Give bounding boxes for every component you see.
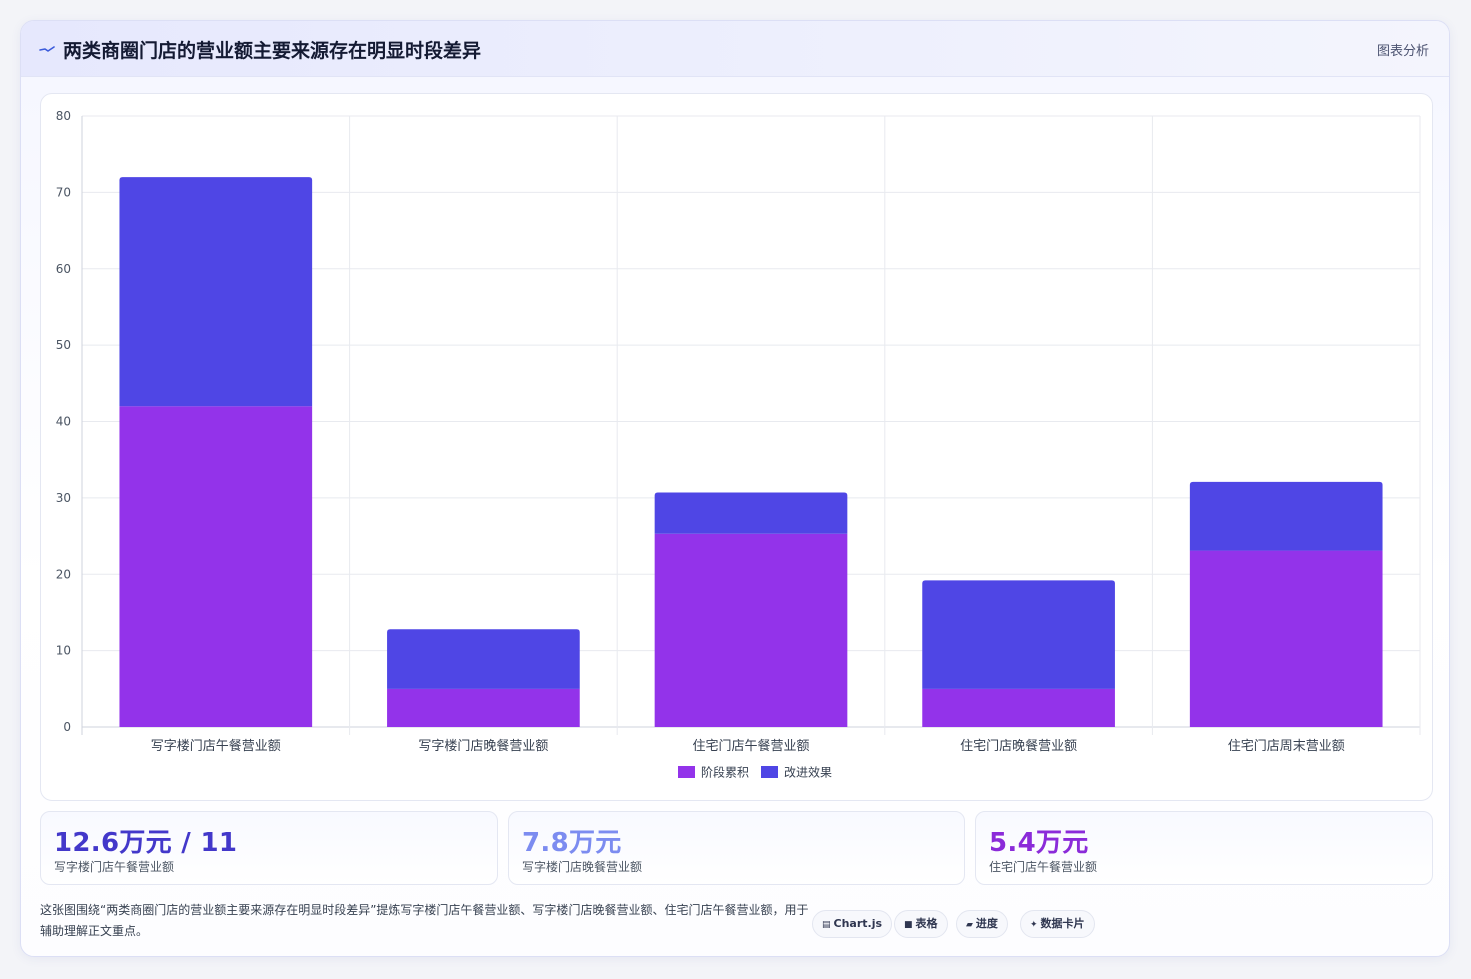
pill-data-card[interactable]: ✦ 数据卡片 [1020,910,1095,938]
pill-label: Chart.js [833,917,883,930]
y-tick-label: 20 [56,567,71,581]
x-tick-label: 住宅门店晚餐营业额 [960,738,1077,754]
stat-value: 12.6万元 / 11 [54,828,238,858]
y-tick-label: 10 [56,644,71,658]
stat-card-3: 5.4万元 住宅门店午餐营业额 [975,811,1433,885]
legend-label: 改进效果 [784,765,832,780]
stat-card-2: 7.8万元 写字楼门店晚餐营业额 [508,811,965,885]
chart-description: 这张图围绕“两类商圈门店的营业额主要来源存在明显时段差异”提炼写字楼门店午餐营业… [40,903,809,938]
y-tick-label: 0 [63,720,71,734]
stat-value: 7.8万元 [522,828,622,858]
trend-line-icon [39,46,55,52]
pill-label: 数据卡片 [1040,917,1085,930]
bar-segment-1 [1189,550,1383,727]
stat-label: 住宅门店午餐营业额 [989,860,1098,874]
pill-progress[interactable]: ▰ 进度 [956,910,1008,938]
bar-segment-2 [119,177,313,407]
bar-segment-2 [1189,481,1383,551]
sparkle-icon: ✦ [1030,920,1038,930]
pill-label: 表格 [915,917,938,930]
legend-label: 阶段累积 [701,765,749,780]
page-title: 两类商圈门店的营业额主要来源存在明显时段差异 [63,40,482,62]
legend-swatch [678,766,695,778]
pill-chartjs[interactable]: ▤ Chart.js [812,910,893,938]
y-tick-label: 40 [56,415,71,429]
bar-segment-2 [654,492,848,534]
pill-table[interactable]: ■ 表格 [894,910,948,938]
stat-label: 写字楼门店晚餐营业额 [522,860,643,874]
x-tick-label: 住宅门店周末营业额 [1228,739,1345,754]
legend-swatch [761,766,778,778]
pill-label: 进度 [975,917,998,930]
x-tick-label: 写字楼门店午餐营业额 [151,738,281,754]
bar-segment-1 [654,533,848,727]
chart-analysis-tag[interactable]: 图表分析 [1376,44,1429,59]
bar-segment-2 [387,629,580,689]
stat-label: 写字楼门店午餐营业额 [54,860,175,874]
bar-segment-1 [119,406,313,727]
bar-segment-1 [387,688,580,727]
table-icon: ■ [904,920,913,930]
y-tick-label: 60 [56,262,71,276]
bar-segment-1 [922,688,1115,727]
chart-panel: 0 10 20 30 40 50 60 70 80 写字楼门店午餐营业额 写字楼门店晚餐营业额 住宅门… [40,93,1433,801]
bar-segment-2 [922,580,1115,689]
y-tick-label: 80 [56,109,71,123]
stat-value: 5.4万元 [989,828,1089,858]
stacked-bar-chart: 0 10 20 30 40 50 60 70 80 写字楼门店午餐营业额 写字楼门店晚餐营业额 住宅门… [56,109,1421,780]
y-tick-label: 30 [56,491,71,505]
card-header: 两类商圈门店的营业额主要来源存在明显时段差异 图表分析 [21,21,1449,77]
progress-icon: ▰ [966,920,973,930]
stat-card-1: 12.6万元 / 11 写字楼门店午餐营业额 [40,811,498,885]
x-tick-label: 写字楼门店晚餐营业额 [418,738,548,754]
chart-icon: ▤ [822,920,831,930]
y-tick-label: 50 [56,338,71,352]
y-tick-label: 70 [56,185,71,199]
x-tick-label: 住宅门店午餐营业额 [692,738,809,754]
chart-card: 两类商圈门店的营业额主要来源存在明显时段差异 图表分析 0 10 20 30 40 50 6… [20,20,1450,957]
